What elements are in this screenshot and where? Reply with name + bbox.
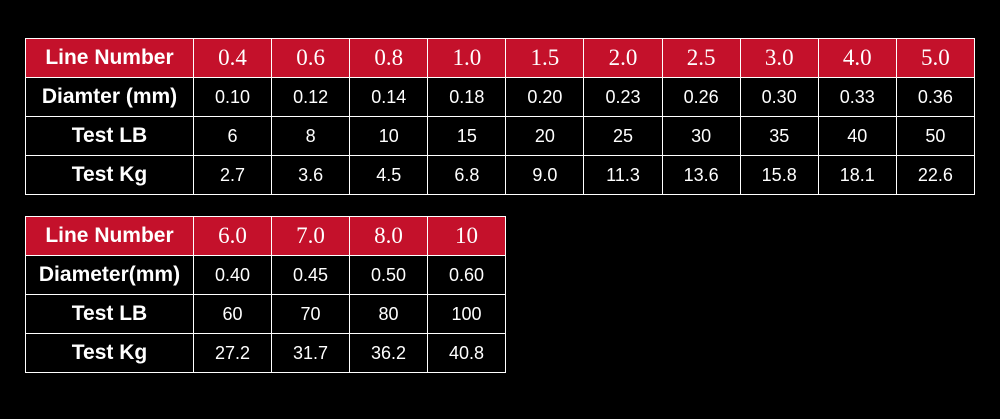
row-label: Test Kg	[25, 155, 194, 195]
cell: 3.6	[271, 155, 351, 195]
cell: 0.20	[505, 77, 585, 117]
table-row: Test LB 6 8 10 15 20 25 30 35 40 50	[25, 116, 976, 156]
cell: 11.3	[583, 155, 663, 195]
cell: 2.5	[661, 38, 741, 78]
cell: 36.2	[349, 333, 428, 373]
spec-table: Line Number 6.0 7.0 8.0 10 Diameter(mm) 0.40 0.…	[25, 216, 506, 373]
cell: 70	[271, 294, 350, 334]
cell: 15	[427, 116, 507, 156]
cell: 6	[192, 116, 273, 156]
cell: 1.0	[427, 38, 507, 78]
row-label: Diameter(mm)	[25, 255, 194, 295]
table-row: Test Kg 27.2 31.7 36.2 40.8	[25, 333, 506, 373]
cell: 0.40	[193, 255, 272, 295]
cell: 31.7	[271, 333, 350, 373]
header-row: Line Number 6.0 7.0 8.0 10	[25, 216, 506, 256]
cell: 0.30	[739, 77, 819, 117]
table-row: Diamter (mm) 0.10 0.12 0.14 0.18 0.20 0.23 0.26…	[25, 77, 976, 117]
cell: 18.1	[817, 155, 897, 195]
cell: 8	[271, 116, 351, 156]
cell: 40.8	[427, 333, 506, 373]
cell: 0.60	[427, 255, 506, 295]
cell: 0.18	[427, 77, 507, 117]
cell: 3.0	[739, 38, 819, 78]
cell: 40	[817, 116, 897, 156]
cell: 10	[349, 116, 429, 156]
row-label: Diamter (mm)	[25, 77, 194, 117]
cell: 7.0	[271, 216, 350, 256]
cell: 60	[193, 294, 272, 334]
row-label: Line Number	[25, 216, 194, 256]
row-label: Test Kg	[25, 333, 194, 373]
cell: 80	[349, 294, 428, 334]
cell: 27.2	[193, 333, 272, 373]
cell: 20	[505, 116, 585, 156]
cell: 4.5	[349, 155, 429, 195]
cell: 0.45	[271, 255, 350, 295]
row-label: Line Number	[25, 38, 194, 78]
table-row: Test LB 60 70 80 100	[25, 294, 506, 334]
cell: 6.0	[193, 216, 272, 256]
cell: 50	[895, 116, 976, 156]
spec-table: Line Number 0.4 0.6 0.8 1.0 1.5 2.0 2.5 3.0 4.0 5.…	[25, 38, 976, 195]
cell: 8.0	[349, 216, 428, 256]
cell: 0.23	[583, 77, 663, 117]
cell: 4.0	[817, 38, 897, 78]
cell: 25	[583, 116, 663, 156]
cell: 0.26	[661, 77, 741, 117]
table-row: Diameter(mm) 0.40 0.45 0.50 0.60	[25, 255, 506, 295]
cell: 9.0	[505, 155, 585, 195]
cell: 0.4	[192, 38, 273, 78]
cell: 0.36	[895, 77, 976, 117]
cell: 1.5	[505, 38, 585, 78]
header-row: Line Number 0.4 0.6 0.8 1.0 1.5 2.0 2.5 3.0 4.0 5.…	[25, 38, 976, 78]
cell: 30	[661, 116, 741, 156]
cell: 22.6	[895, 155, 976, 195]
cell: 0.8	[349, 38, 429, 78]
table-row: Test Kg 2.7 3.6 4.5 6.8 9.0 11.3 13.6 15.8 18.1 22…	[25, 155, 976, 195]
cell: 0.14	[349, 77, 429, 117]
cell: 15.8	[739, 155, 819, 195]
cell: 13.6	[661, 155, 741, 195]
cell: 5.0	[895, 38, 976, 78]
cell: 2.7	[192, 155, 273, 195]
cell: 10	[427, 216, 506, 256]
row-label: Test LB	[25, 294, 194, 334]
cell: 0.50	[349, 255, 428, 295]
cell: 35	[739, 116, 819, 156]
cell: 0.12	[271, 77, 351, 117]
cell: 100	[427, 294, 506, 334]
cell: 2.0	[583, 38, 663, 78]
cell: 6.8	[427, 155, 507, 195]
cell: 0.6	[271, 38, 351, 78]
row-label: Test LB	[25, 116, 194, 156]
cell: 0.10	[192, 77, 273, 117]
cell: 0.33	[817, 77, 897, 117]
